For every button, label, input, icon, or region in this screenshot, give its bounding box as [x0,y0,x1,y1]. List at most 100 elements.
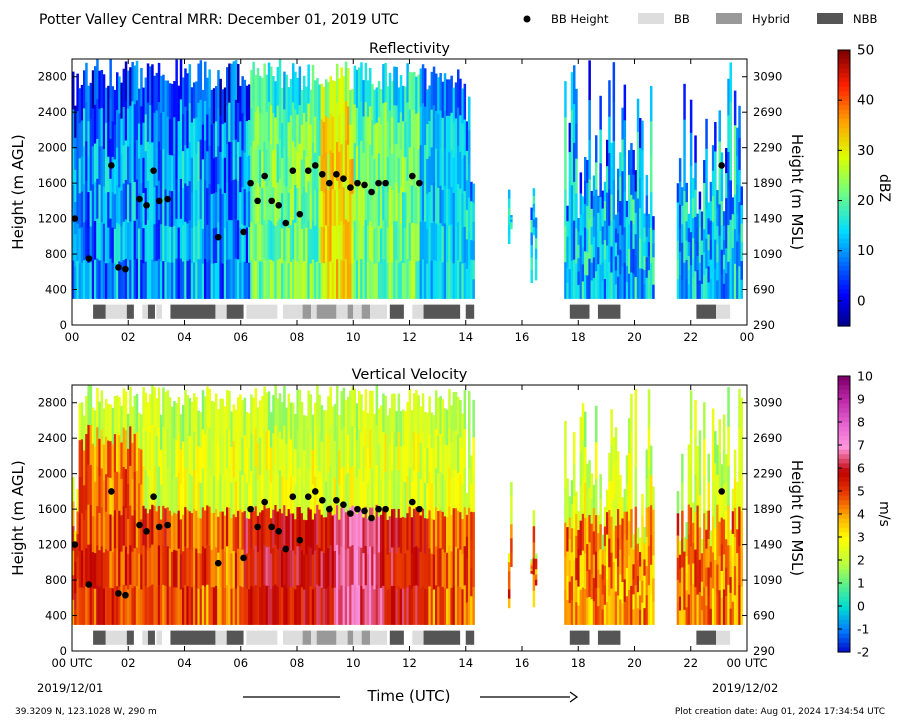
field-cell [437,397,440,436]
field-cell [155,398,159,437]
field-cell [731,601,735,625]
field-cell [276,105,280,145]
field-cell [157,427,161,468]
field-cell [415,468,418,508]
field-cell [256,588,260,625]
field-cell [619,524,622,551]
field-cell [452,157,456,194]
field-cell [296,507,299,547]
field-cell [344,101,348,142]
field-cell [241,150,244,188]
field-cell [138,518,141,555]
colorbar-cell [838,564,850,570]
field-cell [683,537,686,553]
field-cell [219,261,222,299]
field-cell [307,220,310,260]
field-cell [237,259,240,299]
field-cell [314,439,317,478]
field-cell [94,446,97,483]
field-cell [355,184,359,223]
field-cell [76,556,79,580]
field-cell [87,227,90,264]
field-cell [597,587,600,607]
field-cell [344,474,348,513]
field-cell [570,72,574,111]
field-cell [603,565,607,586]
field-cell [564,522,567,558]
field-cell [718,173,721,205]
y-tick-label: 2800 [38,70,67,84]
field-cell [570,185,574,224]
field-cell [74,105,77,139]
field-cell [714,592,717,625]
field-cell [212,123,216,159]
field-cell [122,145,126,185]
field-cell [256,443,260,481]
field-cell [625,483,629,513]
field-cell [623,262,627,299]
field-cell [98,70,101,110]
field-cell [164,116,167,154]
field-cell [454,190,458,227]
field-cell [116,548,119,587]
bb-height-point [282,219,290,227]
field-cell [377,117,381,154]
field-cell [649,121,653,158]
field-cell [199,589,203,625]
field-cell [592,216,596,238]
field-cell [76,601,79,625]
field-cell [157,259,161,299]
field-cell [366,589,370,625]
bb-band-bb [311,304,317,319]
field-cell [129,386,132,427]
field-cell [465,121,469,152]
bb-band-hybrid [316,304,337,319]
field-cell [634,234,638,257]
field-cell [608,189,611,227]
field-cell [421,393,425,433]
field-cell [579,451,583,487]
field-cell [454,546,458,587]
field-cell [698,244,702,264]
field-cell [430,553,434,590]
field-cell [570,552,574,577]
field-cell [586,597,589,625]
field-cell [331,588,335,625]
field-cell [120,551,123,589]
field-cell [446,481,449,518]
field-cell [621,497,624,519]
field-cell [711,272,715,299]
field-cell [135,432,139,472]
field-cell [155,549,159,588]
field-cell [692,502,695,524]
field-cell [395,411,398,448]
field-cell [619,274,622,299]
field-cell [439,148,442,187]
field-cell [380,587,383,625]
field-cell [230,102,233,143]
field-cell [534,579,538,586]
field-cell [340,585,343,625]
field-cell [265,547,269,587]
colorbar-cell [838,504,850,510]
bb-height-point [416,179,423,187]
field-cell [261,472,264,511]
field-cell [388,408,392,445]
field-cell [393,182,396,222]
field-cell [700,254,704,270]
field-cell [532,590,536,608]
field-cell [716,444,719,476]
field-cell [105,436,108,475]
field-cell [338,225,341,263]
field-cell [204,258,207,299]
field-cell [325,115,328,153]
field-cell [98,184,101,224]
field-cell [331,551,335,589]
field-cell [270,589,273,625]
field-cell [250,471,253,510]
field-cell [278,139,282,180]
field-cell [195,397,198,436]
colorbar-cell [838,633,850,639]
field-cell [641,268,644,299]
field-cell [237,472,240,512]
